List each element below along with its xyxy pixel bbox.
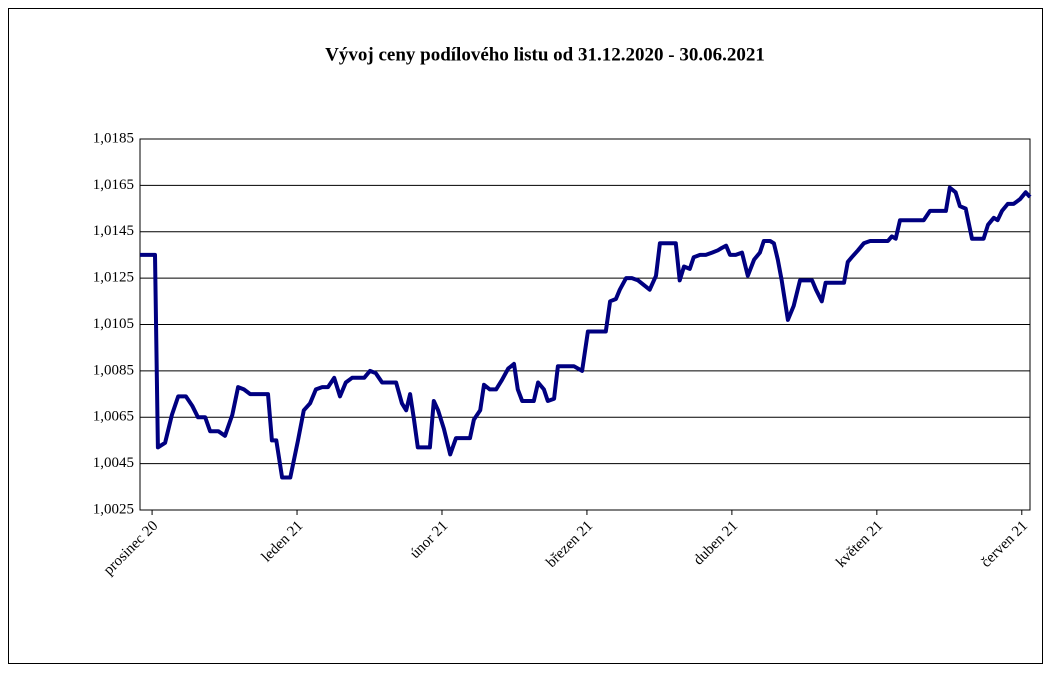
price-line	[140, 185, 1032, 480]
x-tick-label: červen 21	[978, 518, 1031, 571]
x-tick-label: prosinec 20	[101, 518, 162, 579]
plot-area	[139, 138, 1031, 511]
y-tick-label: 1,0085	[93, 362, 134, 378]
y-tick-label: 1,0065	[93, 409, 134, 425]
x-tick-label: leden 21	[259, 518, 307, 566]
x-tick-label: květen 21	[833, 518, 886, 571]
y-tick-label: 1,0125	[93, 270, 134, 286]
y-tick-label: 1,0185	[93, 130, 134, 146]
x-tick-label: březen 21	[543, 518, 596, 571]
x-tick-label: duben 21	[691, 518, 742, 569]
y-tick-label: 1,0105	[93, 316, 134, 332]
y-tick-label: 1,0025	[93, 501, 134, 517]
y-tick-label: 1,0165	[93, 177, 134, 193]
x-tick-label: únor 21	[407, 518, 451, 562]
y-tick-label: 1,0045	[93, 455, 134, 471]
y-tick-label: 1,0145	[93, 223, 134, 239]
frame	[8, 8, 1043, 664]
chart-title: Vývoj ceny podílového listu od 31.12.202…	[325, 44, 765, 65]
